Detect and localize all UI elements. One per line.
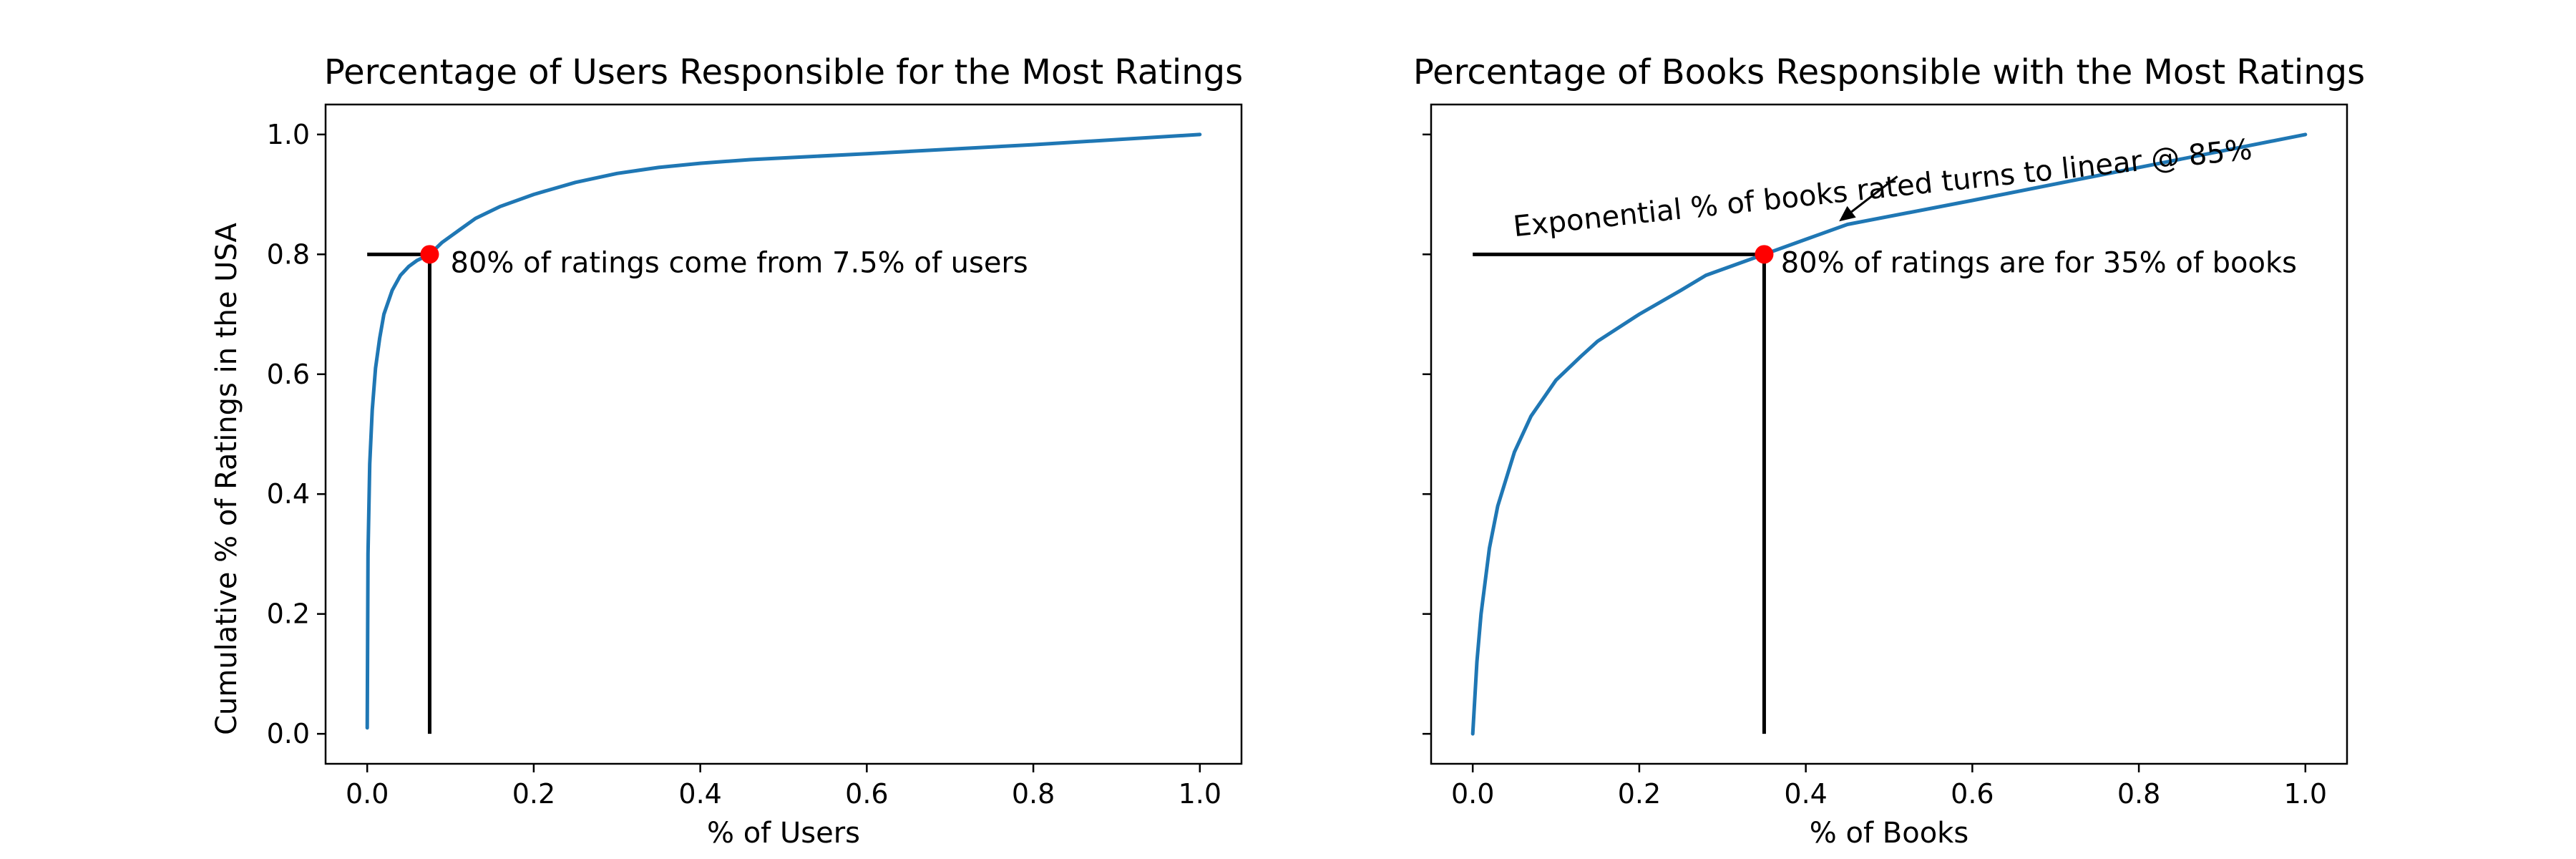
right-highlight-point	[1755, 245, 1774, 264]
left-x-tick-label: 1.0	[1179, 778, 1221, 810]
left-annotation-text: 80% of ratings come from 7.5% of users	[451, 246, 1028, 279]
left-highlight-point	[420, 245, 439, 264]
right-x-tick-label: 0.8	[2117, 778, 2160, 810]
right-chart-title: Percentage of Books Responsible with the…	[1413, 52, 2365, 92]
right-x-ticks: 0.0 0.2 0.4 0.6 0.8 1.0	[1451, 764, 2327, 810]
right-y-ticks	[1423, 133, 1431, 735]
left-x-tick-label: 0.2	[512, 778, 555, 810]
left-x-tick-label: 0.8	[1012, 778, 1055, 810]
left-x-tick-label: 0.4	[678, 778, 721, 810]
left-cumulative-curve	[365, 132, 1202, 730]
left-y-tick-label: 1.0	[267, 119, 310, 150]
left-y-ticks: 0.0 0.2 0.4 0.6 0.8 1.0	[267, 119, 326, 749]
right-annotation-arrow	[1850, 175, 1898, 213]
right-annotation-arrowhead	[1839, 205, 1856, 222]
left-plot-frame	[324, 103, 1243, 765]
left-chart: Percentage of Users Responsible for the …	[210, 52, 1243, 850]
right-x-tick-label: 0.0	[1451, 778, 1494, 810]
right-x-tick-label: 1.0	[2284, 778, 2327, 810]
right-x-tick-label: 0.2	[1618, 778, 1661, 810]
left-x-tick-label: 0.0	[346, 778, 389, 810]
left-y-tick-label: 0.6	[267, 359, 310, 390]
left-x-ticks: 0.0 0.2 0.4 0.6 0.8 1.0	[346, 764, 1221, 810]
left-y-tick-label: 0.0	[267, 718, 310, 749]
right-annotation-text: 80% of ratings are for 35% of books	[1781, 246, 2297, 279]
left-x-tick-label: 0.6	[845, 778, 888, 810]
right-x-tick-label: 0.6	[1951, 778, 1994, 810]
left-y-axis-label: Cumulative % of Ratings in the USA	[210, 222, 243, 734]
left-x-axis-label: % of Users	[707, 817, 860, 850]
left-y-tick-label: 0.8	[267, 238, 310, 270]
left-y-tick-label: 0.2	[267, 598, 310, 630]
right-x-axis-label: % of Books	[1810, 817, 1968, 850]
right-x-tick-label: 0.4	[1784, 778, 1827, 810]
right-cumulative-curve	[1470, 132, 2308, 736]
left-chart-title: Percentage of Users Responsible for the …	[324, 52, 1243, 92]
right-plot-frame	[1430, 103, 2348, 765]
left-y-tick-label: 0.4	[267, 478, 310, 510]
